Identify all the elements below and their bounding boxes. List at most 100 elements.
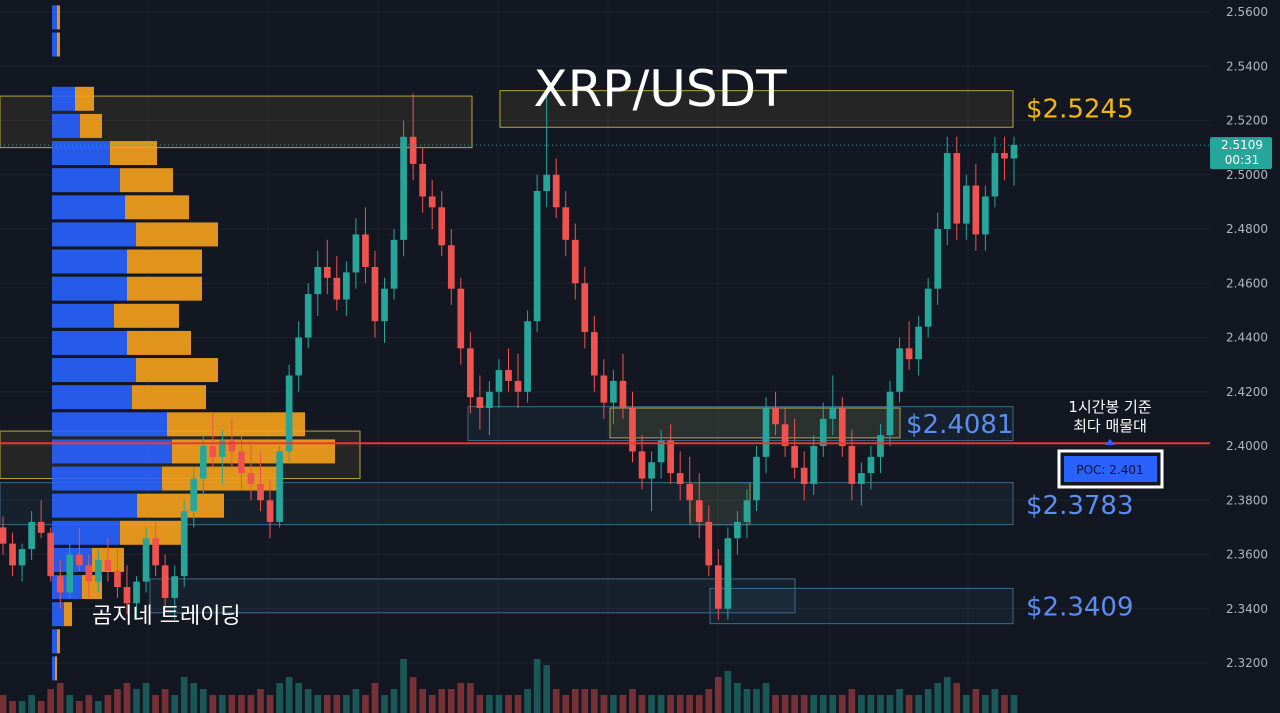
- candle: [495, 359, 503, 409]
- candle: [591, 315, 598, 392]
- candle-body: [476, 397, 484, 409]
- vp-buy-bar: [52, 5, 57, 30]
- candle-body: [877, 435, 884, 457]
- volume-bar: [962, 695, 970, 713]
- candle-body: [276, 451, 283, 522]
- candle: [543, 93, 550, 208]
- candle-body: [657, 440, 665, 463]
- candle: [362, 207, 369, 284]
- candle: [829, 375, 837, 436]
- volume-bar: [877, 695, 884, 713]
- volume-profile-row: [52, 493, 224, 518]
- candle: [810, 435, 818, 495]
- candle-body: [47, 532, 55, 577]
- candle-body: [1001, 153, 1008, 159]
- volume-bar: [323, 695, 331, 713]
- candle: [915, 315, 922, 376]
- candle-body: [457, 288, 465, 349]
- candle: [28, 511, 35, 560]
- volume-bar: [142, 683, 150, 713]
- volume-profile-row: [52, 32, 60, 57]
- candle-body: [810, 446, 818, 484]
- volume-bar: [924, 689, 932, 713]
- vp-sell-bar: [64, 602, 72, 627]
- candle-body: [886, 391, 894, 436]
- volume-bar: [714, 677, 722, 713]
- volume-bar: [85, 695, 93, 713]
- candle: [877, 424, 884, 474]
- candle-body: [838, 408, 846, 446]
- vp-buy-bar: [52, 195, 125, 220]
- volume-profile: [52, 5, 335, 681]
- price-tick-label: 2.3800: [1226, 493, 1268, 507]
- candle-body: [915, 326, 922, 360]
- volume-profile-row: [52, 520, 185, 545]
- candle-body: [1010, 144, 1018, 159]
- candle-body: [972, 185, 980, 235]
- candle: [152, 521, 159, 577]
- volume-bar: [552, 689, 560, 713]
- price-tick-label: 2.4200: [1226, 385, 1268, 399]
- volume-bar: [476, 695, 484, 713]
- candle-body: [781, 424, 789, 446]
- candle-body: [629, 408, 636, 452]
- volume-bar: [686, 695, 694, 713]
- vp-sell-bar: [110, 141, 157, 166]
- poc-note-line2: 최다 매물대: [1073, 417, 1147, 435]
- volume-profile-row: [52, 629, 60, 654]
- volume-bar: [781, 695, 789, 713]
- volume-profile-row: [52, 385, 206, 410]
- volume-bar: [95, 701, 102, 713]
- volume-bar: [180, 677, 188, 713]
- candle: [676, 451, 684, 501]
- price-axis[interactable]: 2.5600 2.5400 2.5200 2.5000 2.4800 2.4600 2.44…: [1226, 5, 1268, 670]
- level-label-2-4081: $2.4081: [906, 410, 1014, 440]
- candle-body: [447, 245, 455, 289]
- volume-bars: [0, 659, 1018, 713]
- candle-body: [982, 196, 989, 235]
- volume-bar: [409, 677, 417, 713]
- candle: [0, 516, 7, 555]
- candle-body: [924, 288, 932, 327]
- candle-body: [171, 576, 179, 598]
- candle: [476, 375, 484, 430]
- candle: [343, 261, 350, 316]
- vp-buy-bar: [52, 141, 110, 166]
- volume-bar: [47, 689, 55, 713]
- volume-bar: [838, 695, 846, 713]
- vp-buy-bar: [52, 412, 167, 437]
- volume-bar: [381, 695, 388, 713]
- volume-bar: [905, 695, 913, 713]
- zone-2-3409: [709, 587, 1014, 625]
- candle: [257, 451, 264, 512]
- vp-buy-bar: [52, 222, 136, 247]
- candle: [514, 353, 522, 409]
- candle: [190, 467, 198, 528]
- candle: [266, 478, 274, 539]
- candle-body: [524, 321, 531, 392]
- volume-bar: [705, 689, 713, 713]
- candle: [581, 266, 589, 349]
- volume-bar: [495, 695, 503, 713]
- volume-bar: [209, 695, 217, 713]
- candle-body: [438, 207, 446, 246]
- candle-body: [743, 500, 751, 522]
- candle-body: [362, 234, 369, 267]
- volume-bar: [581, 689, 589, 713]
- volume-bar: [591, 689, 598, 713]
- candle: [171, 565, 179, 620]
- volume-bar: [314, 695, 322, 713]
- candle-body: [571, 239, 579, 284]
- volume-profile-row: [52, 602, 72, 627]
- volume-bar: [867, 695, 875, 713]
- volume-profile-row: [52, 168, 173, 193]
- volume-bar: [161, 689, 169, 713]
- volume-bar: [285, 677, 293, 713]
- price-tick-label: 2.3200: [1226, 656, 1268, 670]
- volume-bar: [190, 683, 198, 713]
- candle: [924, 277, 932, 338]
- vp-buy-bar: [52, 493, 137, 518]
- candle: [505, 348, 512, 392]
- candle-body: [467, 348, 474, 398]
